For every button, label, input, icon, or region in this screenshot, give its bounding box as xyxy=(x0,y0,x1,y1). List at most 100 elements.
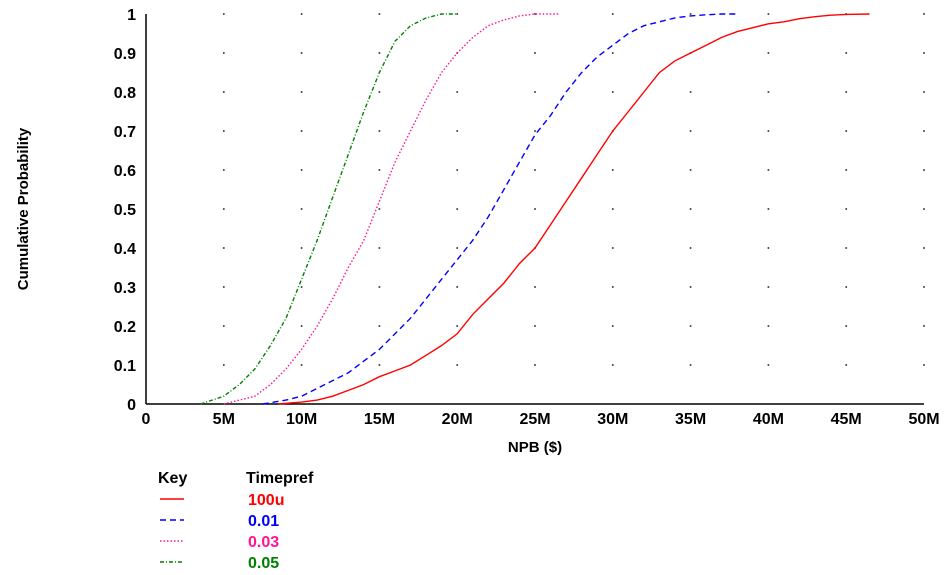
grid-dot xyxy=(845,208,848,210)
x-tick-label: 30M xyxy=(597,411,628,428)
x-tick-label: 5M xyxy=(213,411,235,428)
x-axis-title: NPB ($) xyxy=(508,439,562,456)
x-tick-label: 10M xyxy=(286,411,317,428)
y-tick-label: 0 xyxy=(127,397,136,414)
grid-dot xyxy=(767,325,770,327)
grid-dot xyxy=(300,130,303,132)
grid-dot xyxy=(767,364,770,366)
grid-dot xyxy=(923,91,925,93)
grid-dot xyxy=(767,169,770,171)
grid-dot xyxy=(222,364,225,366)
axes xyxy=(145,14,924,405)
grid-dot xyxy=(534,208,536,210)
legend-label: 0.01 xyxy=(248,513,279,530)
grid-dot xyxy=(300,169,303,171)
x-tick-label: 50M xyxy=(908,411,939,428)
y-tick-label: 0.2 xyxy=(114,319,136,336)
grid-dot xyxy=(222,247,225,249)
y-tick-label: 0.7 xyxy=(114,124,136,141)
y-tick-labels: 0 0.1 0.2 0.3 0.4 0.5 0.6 0.7 0.8 0.9 1 xyxy=(114,7,136,414)
grid-dot xyxy=(378,130,381,132)
grid-dot xyxy=(611,52,614,54)
grid-dot xyxy=(300,325,303,327)
grid-dot xyxy=(611,325,614,327)
grid-dot xyxy=(689,325,692,327)
legend-label: 0.03 xyxy=(248,534,279,551)
legend-title: Timepref xyxy=(246,470,314,487)
grid-dot xyxy=(767,91,770,93)
grid-dot xyxy=(378,52,381,54)
grid-dot xyxy=(300,286,303,288)
grid-dot xyxy=(923,247,925,249)
grid-dot xyxy=(923,325,925,327)
grid-dot xyxy=(534,325,536,327)
grid-dot xyxy=(378,91,381,93)
grid-dot xyxy=(923,208,925,210)
grid-dot xyxy=(456,286,459,288)
grid-dot xyxy=(222,130,225,132)
grid-dot xyxy=(456,91,459,93)
grid-dot xyxy=(689,247,692,249)
y-tick-label: 1 xyxy=(127,7,136,24)
grid-dot xyxy=(456,130,459,132)
grid-dot xyxy=(300,91,303,93)
grid-dot xyxy=(767,286,770,288)
x-tick-label: 25M xyxy=(519,411,550,428)
grid-dot xyxy=(923,13,925,15)
series-lines xyxy=(200,13,870,405)
grid-dot xyxy=(378,169,381,171)
grid-dot xyxy=(456,325,459,327)
legend-label: 0.05 xyxy=(248,555,279,572)
legend: Key Timepref 100u 0.01 0.03 0.05 xyxy=(158,470,314,572)
grid-dot xyxy=(845,325,848,327)
grid-dot xyxy=(300,52,303,54)
y-tick-label: 0.1 xyxy=(114,358,136,375)
grid-dot xyxy=(689,13,692,15)
series-line-2 xyxy=(223,13,559,405)
legend-key-header: Key xyxy=(158,470,187,487)
grid-dot xyxy=(611,286,614,288)
grid-dot xyxy=(845,247,848,249)
grid-dot xyxy=(845,130,848,132)
grid-dot xyxy=(611,208,614,210)
grid-dot xyxy=(611,91,614,93)
grid-dot xyxy=(456,169,459,171)
series-line-3 xyxy=(200,13,458,405)
y-tick-label: 0.9 xyxy=(114,46,136,63)
grid-dot xyxy=(534,52,536,54)
grid-dot xyxy=(300,13,303,15)
series-line-0 xyxy=(278,13,870,405)
y-tick-label: 0.3 xyxy=(114,280,136,297)
grid-dot xyxy=(222,169,225,171)
grid-dot xyxy=(845,91,848,93)
y-tick-label: 0.4 xyxy=(114,241,136,258)
y-tick-label: 0.5 xyxy=(114,202,136,219)
grid-dot xyxy=(767,247,770,249)
grid-dot xyxy=(845,169,848,171)
y-tick-label: 0.6 xyxy=(114,163,136,180)
grid-dot xyxy=(767,52,770,54)
grid-dot xyxy=(611,169,614,171)
grid-dot xyxy=(767,130,770,132)
grid-dot xyxy=(845,52,848,54)
grid-dot xyxy=(611,364,614,366)
series-line-1 xyxy=(262,13,738,405)
grid-dot xyxy=(378,325,381,327)
x-tick-label: 15M xyxy=(364,411,395,428)
grid-dot xyxy=(689,208,692,210)
grid-dot xyxy=(689,130,692,132)
grid-dot xyxy=(534,13,536,15)
grid-dot xyxy=(534,169,536,171)
y-axis-title: Cumulative Probability xyxy=(15,127,32,290)
grid-dot xyxy=(222,91,225,93)
grid-dot xyxy=(534,130,536,132)
grid-dot xyxy=(378,364,381,366)
grid-dot xyxy=(923,364,925,366)
grid-dot xyxy=(923,130,925,132)
x-tick-labels: 0 5M 10M 15M 20M 25M 30M 35M 40M 45M 50M xyxy=(142,411,940,428)
grid-dot xyxy=(222,286,225,288)
grid-dot xyxy=(456,364,459,366)
legend-items: 100u 0.01 0.03 0.05 xyxy=(160,492,284,572)
grid-dot xyxy=(767,13,770,15)
